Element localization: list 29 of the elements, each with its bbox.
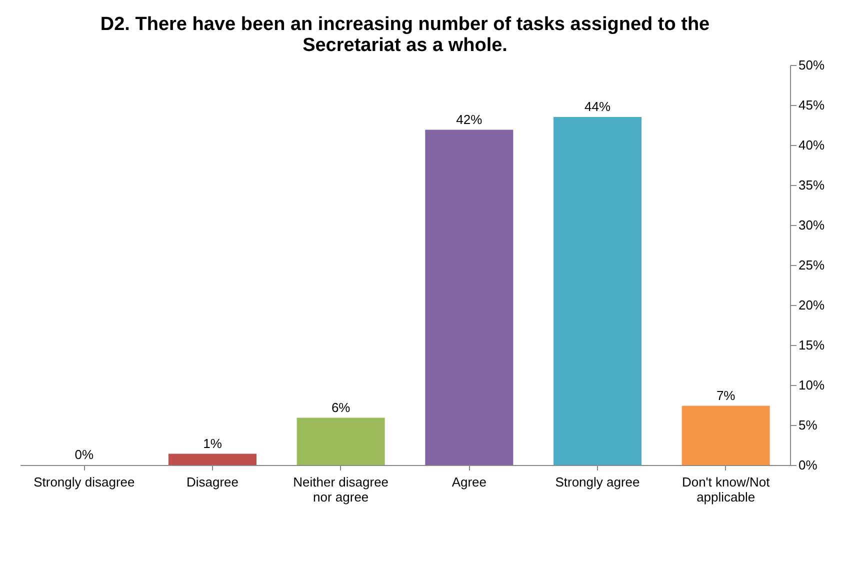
bar — [168, 454, 256, 465]
data-label: 6% — [331, 400, 351, 415]
y-tick-label: 5% — [798, 418, 818, 432]
x-tick-label: Disagree — [186, 474, 239, 490]
bar — [296, 418, 385, 465]
y-tick-label: 50% — [798, 58, 825, 72]
y-tick-label: 35% — [798, 178, 825, 192]
bar — [425, 130, 514, 465]
y-tick-label: 20% — [798, 298, 825, 312]
data-label: 0% — [74, 447, 94, 462]
x-tick-label: Strongly agree — [555, 474, 640, 490]
x-tick-label: Don't know/Not applicable — [682, 474, 770, 504]
x-tick-label: Strongly disagree — [34, 474, 135, 490]
data-label: 42% — [456, 112, 483, 127]
y-tick-label: 40% — [798, 138, 825, 152]
y-tick-label: 15% — [798, 338, 825, 352]
y-tick-label: 45% — [798, 98, 825, 112]
data-label: 44% — [584, 99, 611, 114]
data-label: 7% — [716, 388, 736, 403]
bar — [682, 406, 770, 465]
x-tick-label: Neither disagree nor agree — [293, 474, 389, 504]
y-tick-label: 0% — [798, 458, 818, 472]
data-label: 1% — [203, 436, 222, 451]
y-tick-label: 30% — [798, 218, 825, 232]
y-tick-label: 10% — [798, 378, 825, 392]
y-tick-label: 25% — [798, 258, 825, 272]
chart-title: D2. There have been an increasing number of tasks assigned to the Secretariat as a whole. — [100, 14, 710, 56]
x-tick-label: Agree — [452, 474, 487, 490]
bar — [554, 117, 642, 465]
